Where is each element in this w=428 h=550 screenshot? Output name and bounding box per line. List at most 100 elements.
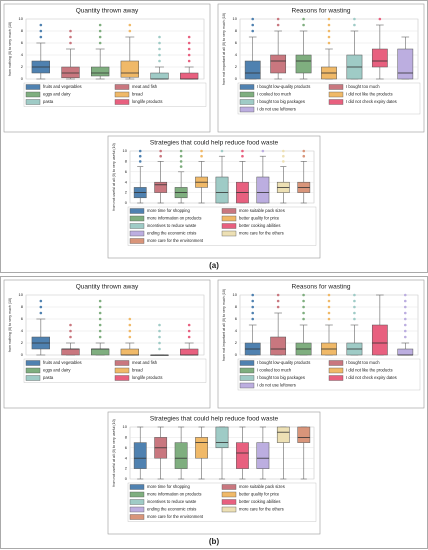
outlier [302, 154, 306, 158]
box [215, 426, 229, 449]
outlier [200, 149, 203, 153]
outlier [158, 329, 161, 333]
legend-label: better cooking abilities [239, 223, 280, 228]
legend-swatch [328, 375, 344, 381]
outlier [241, 149, 244, 153]
y-tick-label: 0 [125, 476, 128, 481]
outlier [69, 29, 72, 33]
y-tick-label: 8 [235, 304, 238, 309]
outlier [251, 305, 255, 309]
legend-swatch [328, 367, 344, 374]
box [276, 426, 290, 443]
legend-swatch [129, 230, 145, 237]
outlier [98, 329, 102, 333]
outlier [403, 293, 407, 297]
y-tick-label: 8 [125, 434, 128, 439]
box [133, 442, 147, 469]
outlier [187, 53, 191, 57]
y-tick-label: 6 [235, 316, 238, 321]
outlier [353, 23, 356, 27]
outlier [302, 305, 305, 309]
legend-swatch [129, 215, 145, 222]
y-tick-label: 4 [21, 328, 24, 333]
legend-label: better quality for price [239, 216, 280, 221]
legend-label: pasta [43, 375, 54, 380]
box [297, 426, 311, 443]
legend-frame [23, 358, 207, 383]
outlier [327, 23, 331, 27]
legend-label: I bought too much [346, 360, 380, 365]
outlier [128, 335, 132, 339]
outlier [69, 41, 72, 45]
box [180, 72, 199, 80]
outlier [158, 59, 161, 63]
y-tick-label: 10 [123, 148, 128, 153]
legend-swatch [221, 506, 237, 513]
plot-area [25, 18, 205, 80]
legend-label: ending the economic crisis [147, 231, 196, 236]
outlier [128, 317, 132, 321]
legend-label: meat and fish [132, 84, 158, 89]
legend-frame [127, 482, 317, 522]
box [91, 66, 110, 77]
y-tick-label: 10 [233, 16, 238, 21]
outlier [158, 347, 161, 351]
legend-label: I bought low-quality products [257, 84, 310, 89]
outlier [159, 149, 162, 153]
figure-label: (a) [209, 261, 219, 270]
box [397, 48, 414, 80]
legend-label: more suitable pack sizes [239, 484, 285, 489]
legend-label: incentives to reduce waste [147, 223, 197, 228]
legend-label: I do not use leftovers [257, 383, 296, 388]
outlier [353, 305, 356, 309]
outlier [39, 299, 43, 303]
box [120, 348, 139, 356]
plot-area [25, 294, 205, 356]
legend-label: I bought too big packages [257, 99, 305, 104]
outlier [158, 35, 161, 39]
y-tick-label: 6 [21, 40, 24, 45]
legend-label: I bought too big packages [257, 375, 305, 380]
box [397, 348, 414, 356]
y-axis-label: from nothing (0) to very much (10) [8, 298, 12, 352]
outlier [378, 17, 382, 21]
legend-swatch [328, 99, 344, 105]
legend-swatch [239, 91, 255, 98]
legend-swatch [239, 99, 255, 105]
y-tick-label: 6 [125, 169, 128, 174]
y-tick-label: 2 [21, 64, 24, 69]
legend-swatch [221, 491, 237, 498]
outlier [158, 53, 161, 57]
legend-label: more care for the others [239, 231, 284, 236]
legend-swatch [221, 215, 237, 222]
legend-swatch [25, 84, 41, 90]
outlier [261, 149, 265, 153]
outlier [39, 305, 43, 309]
outlier [327, 41, 331, 45]
outlier [179, 160, 183, 163]
outlier [282, 154, 285, 158]
legend-label: more suitable pack sizes [239, 208, 285, 213]
box [295, 54, 312, 74]
legend-frame [237, 82, 421, 115]
outlier [69, 335, 72, 339]
legend-swatch [129, 223, 145, 229]
legend-label: eggs and dairy [43, 92, 71, 97]
legend-swatch [114, 91, 130, 98]
y-tick-label: 4 [235, 52, 238, 57]
outlier [39, 311, 43, 315]
y-tick-label: 6 [125, 445, 128, 450]
outlier [179, 165, 183, 168]
legend-label: pasta [43, 99, 54, 104]
y-tick-label: 2 [125, 190, 128, 195]
outlier [39, 23, 43, 27]
box [61, 348, 80, 356]
outlier [128, 23, 132, 27]
y-tick-label: 8 [21, 28, 24, 33]
box [150, 72, 169, 80]
y-axis-label: from not useful at all (0) to very usefu… [112, 419, 116, 487]
legend-label: more information on products [147, 216, 201, 221]
outlier [159, 154, 162, 158]
outlier [251, 311, 255, 315]
